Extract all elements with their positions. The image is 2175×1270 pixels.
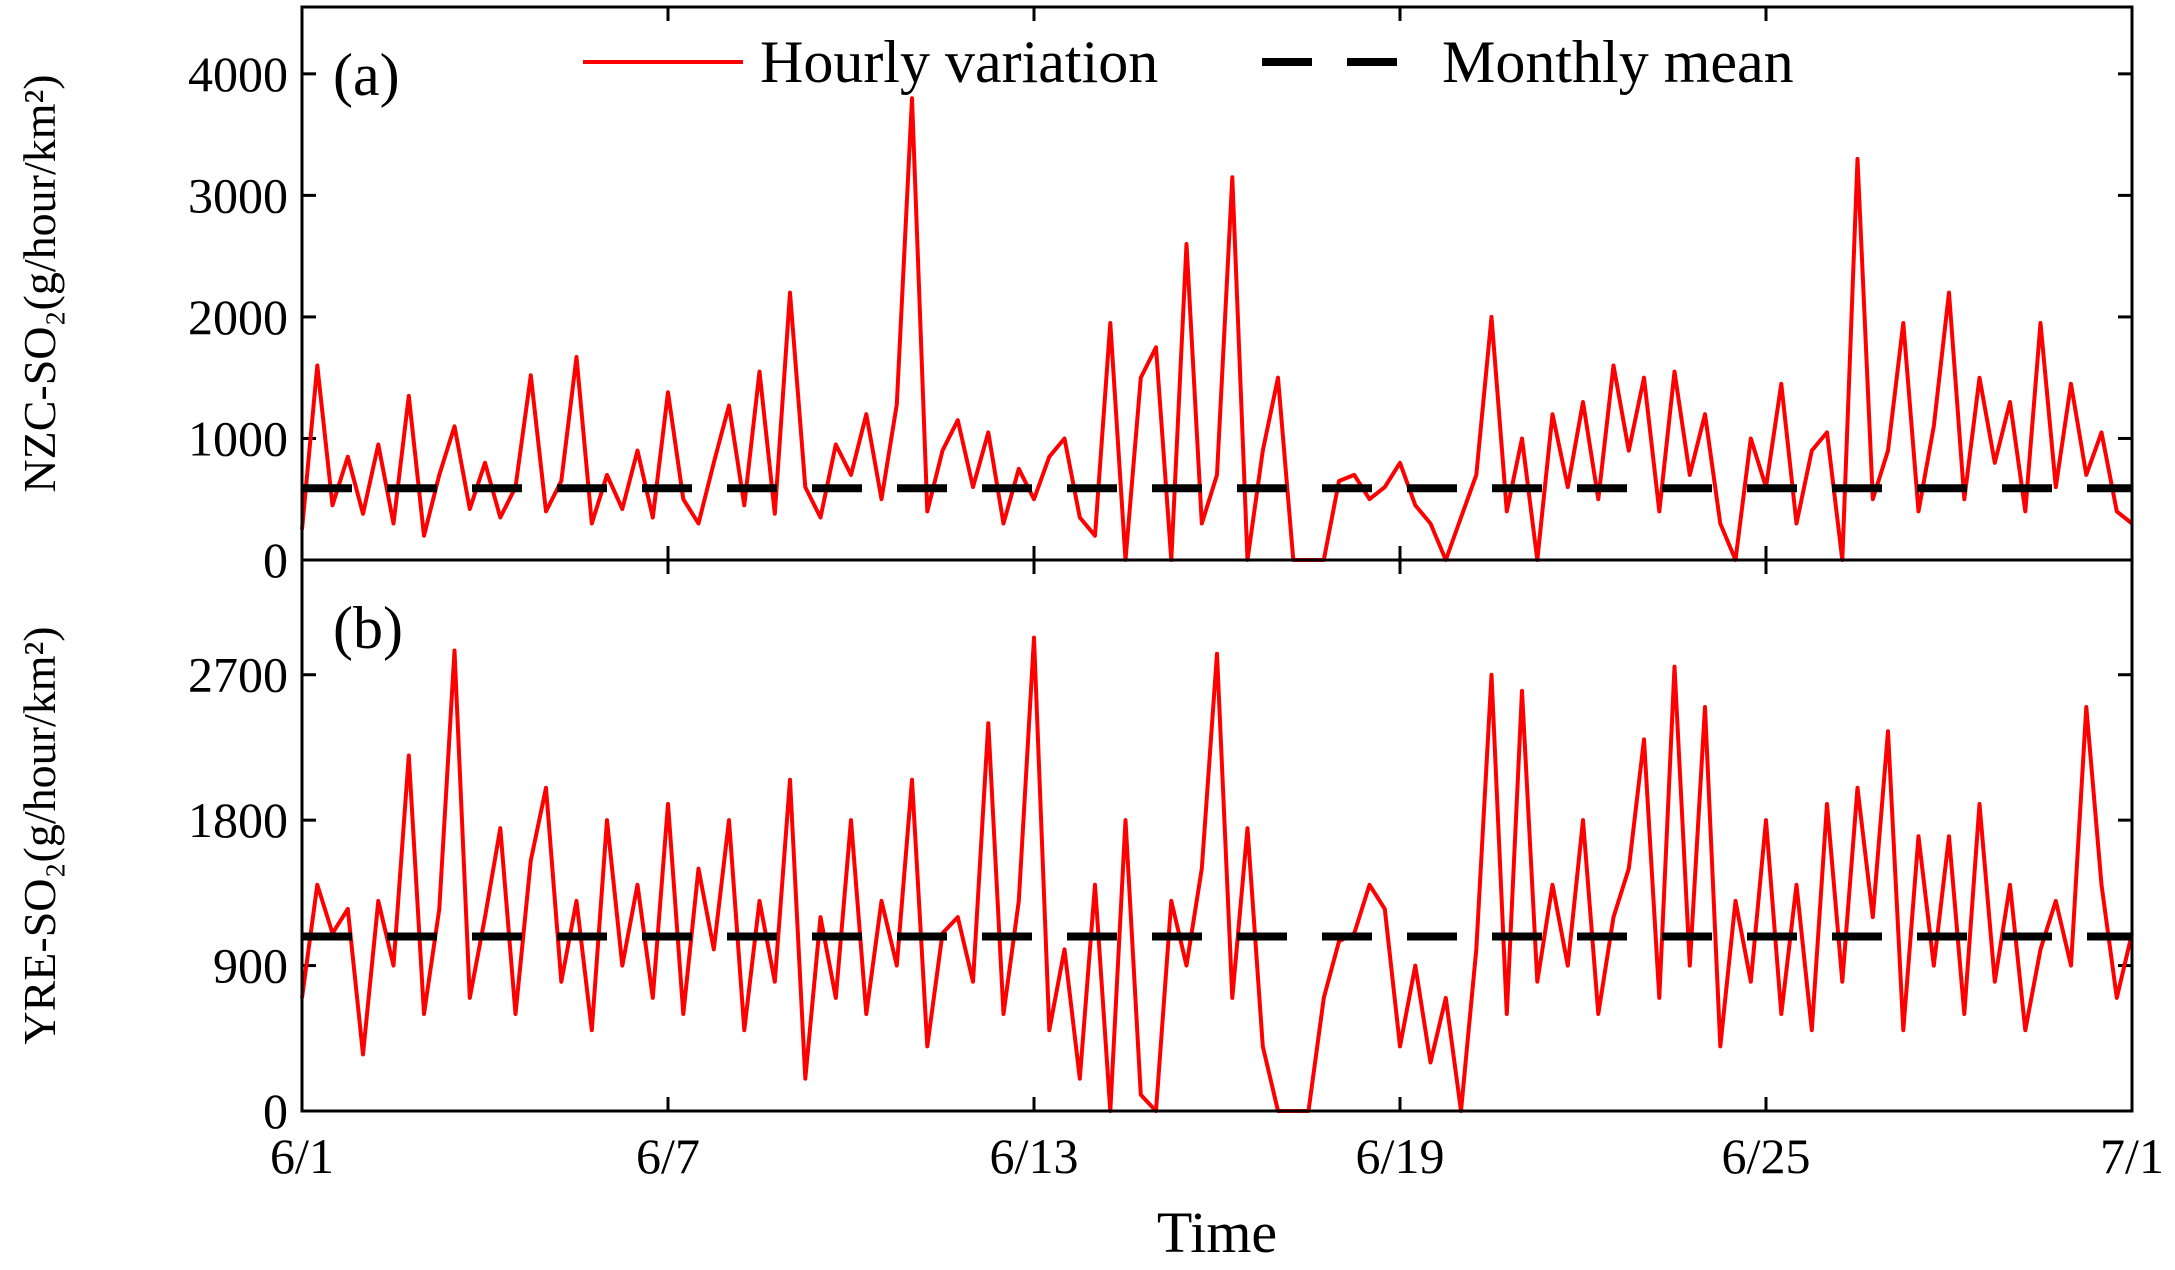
y-tick-label: 0: [263, 1083, 288, 1139]
y-tick-label: 1800: [188, 792, 288, 848]
y-tick-label: 4000: [188, 46, 288, 102]
panel-label: (a): [333, 42, 400, 108]
y-tick-label: 2000: [188, 289, 288, 345]
panel-label: (b): [333, 595, 403, 661]
y-tick-label: 0: [263, 532, 288, 588]
legend-label: Hourly variation: [760, 29, 1158, 95]
legend-label: Monthly mean: [1442, 29, 1794, 95]
data-line: [300, 96, 2134, 562]
y-tick-label: 3000: [188, 167, 288, 223]
y-tick-label: 900: [213, 938, 288, 994]
x-tick-label: 6/13: [990, 1128, 1079, 1184]
x-tick-label: 6/1: [270, 1128, 334, 1184]
x-tick-label: 6/7: [636, 1128, 700, 1184]
y-axis-label: NZC-SO₂(g/hour/km²): [14, 74, 65, 492]
y-axis-label: YRE-SO₂(g/hour/km²): [14, 626, 65, 1044]
plot-frame: [300, 558, 2134, 1113]
data-line: [300, 635, 2134, 1113]
x-tick-label: 7/1: [2100, 1128, 2164, 1184]
x-tick-label: 6/19: [1356, 1128, 1445, 1184]
y-tick-label: 2700: [188, 647, 288, 703]
x-axis-label: Time: [1157, 1200, 1277, 1265]
x-tick-label: 6/25: [1722, 1128, 1811, 1184]
y-tick-label: 1000: [188, 410, 288, 466]
